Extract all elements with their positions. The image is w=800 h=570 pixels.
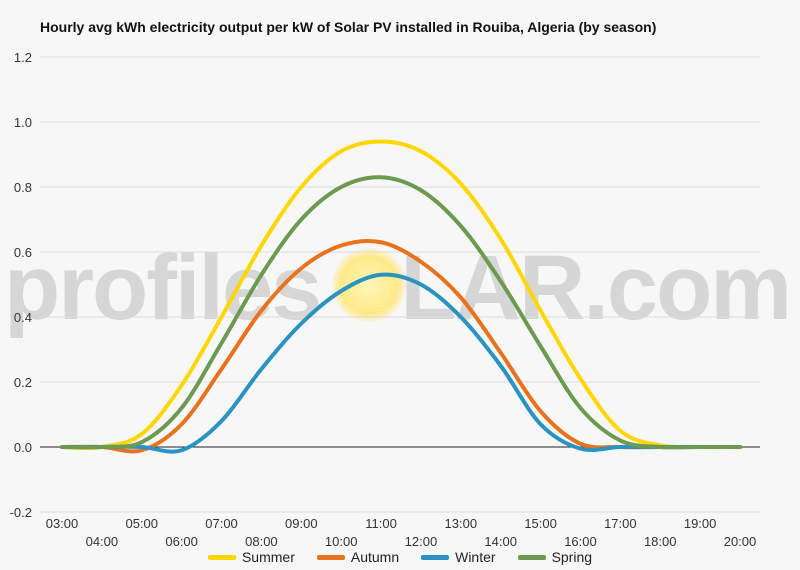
y-axis-ticks: -0.2 0.0 0.2 0.4 0.6 0.8 1.0 1.2 <box>10 50 32 520</box>
y-tick-label: 1.2 <box>14 50 32 65</box>
series-line-winter <box>60 272 742 454</box>
series-line-spring <box>60 175 742 450</box>
x-tick-label: 18:00 <box>644 534 677 549</box>
x-tick-label: 04:00 <box>86 534 119 549</box>
legend-item-winter: Winter <box>421 549 496 565</box>
y-tick-label: -0.2 <box>10 505 32 520</box>
x-tick-label: 20:00 <box>724 534 757 549</box>
legend-label: Autumn <box>350 549 400 565</box>
legend-swatch <box>517 554 546 560</box>
sun-logo-icon <box>332 248 406 322</box>
x-tick-label: 14:00 <box>484 534 517 549</box>
legend-swatch <box>421 554 450 560</box>
x-tick-label: 12:00 <box>405 534 438 549</box>
x-tick-label: 08:00 <box>245 534 278 549</box>
legend: Summer Autumn Winter Spring <box>0 549 800 565</box>
legend-label: Winter <box>455 549 496 565</box>
x-tick-label: 10:00 <box>325 534 358 549</box>
legend-swatch <box>207 554 236 560</box>
legend-label: Spring <box>551 549 593 565</box>
y-tick-label: 0.4 <box>14 310 32 325</box>
x-tick-label: 06:00 <box>165 534 198 549</box>
x-tick-label: 07:00 <box>205 516 238 531</box>
y-tick-label: 1.0 <box>14 115 32 130</box>
x-tick-label: 03:00 <box>46 516 79 531</box>
legend-item-summer: Summer <box>207 549 295 565</box>
legend-item-autumn: Autumn <box>316 549 400 565</box>
y-tick-label: 0.0 <box>14 440 32 455</box>
x-tick-label: 09:00 <box>285 516 318 531</box>
y-tick-label: 0.8 <box>14 180 32 195</box>
legend-label: Summer <box>241 549 295 565</box>
x-tick-label: 11:00 <box>365 516 397 531</box>
x-tick-label: 16:00 <box>564 534 597 549</box>
x-axis-ticks: 03:00 04:00 05:00 06:00 07:00 08:00 09:00 10:00… <box>46 516 757 549</box>
watermark-left: profiles <box>4 237 322 339</box>
watermark: profiles LAR.com <box>4 236 792 341</box>
x-tick-label: 17:00 <box>604 516 637 531</box>
legend-swatch <box>316 554 345 560</box>
x-tick-label: 13:00 <box>445 516 478 531</box>
chart-title: Hourly avg kWh electricity output per kW… <box>40 19 657 35</box>
series-line-summer <box>60 139 742 450</box>
series-lines <box>60 139 742 454</box>
series-line-autumn <box>60 238 742 454</box>
y-tick-label: 0.6 <box>14 245 32 260</box>
x-tick-label: 15:00 <box>524 516 557 531</box>
y-tick-label: 0.2 <box>14 375 32 390</box>
legend-item-spring: Spring <box>517 549 593 565</box>
x-tick-label: 19:00 <box>684 516 717 531</box>
x-tick-label: 05:00 <box>125 516 158 531</box>
